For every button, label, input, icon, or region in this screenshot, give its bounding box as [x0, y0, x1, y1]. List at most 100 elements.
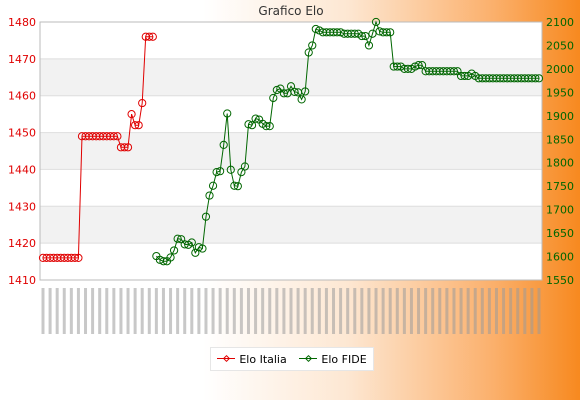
grid-band — [40, 132, 542, 170]
x-tick-label — [296, 288, 300, 334]
x-tick-label — [374, 288, 378, 334]
x-tick-label — [197, 288, 201, 334]
x-tick-label — [48, 288, 52, 334]
series-point-1 — [230, 181, 239, 190]
series-point-1 — [194, 243, 203, 252]
series-point-1 — [311, 24, 320, 34]
series-point-1 — [297, 95, 306, 104]
legend-swatch-fide — [299, 354, 318, 364]
x-tick-label — [225, 288, 229, 334]
series-point-1 — [393, 62, 402, 71]
series-point-1 — [166, 253, 175, 262]
series-point-1 — [173, 234, 182, 243]
y-tick-label-left: 1460 — [8, 90, 36, 103]
series-point-1 — [219, 140, 228, 150]
legend-item-italia: Elo Italia — [217, 353, 287, 366]
x-tick-label — [289, 288, 293, 334]
x-tick-label — [332, 288, 336, 334]
series-point-1 — [198, 244, 207, 253]
y-tick-label-left: 1480 — [8, 16, 36, 29]
series-point-0 — [109, 132, 118, 141]
x-tick-label — [417, 288, 421, 334]
x-tick-label — [388, 288, 392, 334]
x-tick-label — [126, 288, 130, 334]
legend-label-fide: Elo FIDE — [321, 352, 367, 366]
x-tick-label — [261, 288, 265, 334]
series-point-1 — [364, 41, 374, 50]
chart-title: Grafico Elo — [258, 4, 323, 18]
series-point-1 — [279, 89, 289, 98]
x-tick-label — [76, 288, 80, 334]
x-tick-label — [487, 288, 491, 334]
x-tick-label — [232, 288, 236, 334]
legend-swatch-italia — [217, 354, 236, 364]
x-tick-label — [147, 288, 151, 334]
series-point-1 — [531, 74, 540, 83]
x-tick-label — [105, 288, 109, 334]
x-tick-label — [282, 288, 286, 334]
series-point-1 — [233, 182, 242, 191]
series-point-1 — [304, 48, 313, 57]
x-tick-label — [381, 288, 385, 334]
x-tick-label — [119, 288, 123, 334]
x-tick-label — [268, 288, 272, 334]
x-tick-label — [409, 288, 413, 334]
y-tick-label-left: 1430 — [8, 200, 36, 213]
x-tick-label — [176, 288, 180, 334]
x-tick-label — [431, 288, 435, 334]
x-tick-label — [310, 288, 314, 334]
y-tick-label-right: 2100 — [546, 16, 574, 29]
x-tick-label — [445, 288, 449, 334]
series-point-1 — [201, 212, 211, 221]
series-point-0 — [127, 110, 136, 119]
y-tick-label-right: 1800 — [546, 157, 574, 170]
series-point-0 — [145, 32, 154, 41]
x-tick-label — [509, 288, 513, 334]
x-tick-label — [537, 288, 541, 334]
series-point-1 — [159, 257, 168, 266]
series-point-1 — [308, 41, 317, 50]
x-tick-label — [161, 288, 165, 334]
series-point-1 — [361, 31, 370, 41]
series-point-0 — [120, 143, 129, 152]
x-tick-label — [459, 288, 463, 334]
series-point-1 — [414, 61, 423, 70]
series-point-1 — [403, 64, 413, 74]
y-tick-label-right: 1750 — [546, 180, 574, 193]
series-point-1 — [357, 31, 366, 41]
x-tick-label — [98, 288, 102, 334]
x-tick-label — [424, 288, 428, 334]
series-line-0 — [43, 36, 153, 259]
x-tick-label — [112, 288, 116, 334]
series-point-1 — [226, 165, 235, 174]
series-point-1 — [216, 167, 225, 176]
x-tick-label — [395, 288, 399, 334]
series-point-0 — [134, 121, 143, 130]
x-tick-label — [140, 288, 144, 334]
x-tick-label — [473, 288, 477, 334]
x-tick-label — [41, 288, 45, 334]
x-tick-label — [480, 288, 484, 334]
x-tick-label — [218, 288, 222, 334]
x-tick-label — [402, 288, 406, 334]
x-tick-label — [317, 288, 321, 334]
x-tick-label — [530, 288, 534, 334]
series-point-1 — [290, 87, 299, 96]
x-tick-label — [523, 288, 527, 334]
series-point-1 — [212, 168, 221, 177]
y-tick-label-right: 2050 — [546, 39, 574, 52]
y-tick-label-right: 1900 — [546, 110, 574, 123]
series-point-1 — [169, 246, 179, 255]
x-tick-label — [346, 288, 350, 334]
series-point-1 — [272, 85, 281, 95]
x-tick-label — [91, 288, 95, 334]
x-tick-label — [246, 288, 250, 334]
series-point-1 — [460, 71, 469, 81]
series-point-1 — [269, 93, 278, 103]
y-tick-label-left: 1410 — [8, 274, 36, 287]
x-tick-label — [254, 288, 258, 334]
x-tick-label — [239, 288, 243, 334]
x-tick-label — [516, 288, 520, 334]
plot-border — [39, 21, 543, 281]
